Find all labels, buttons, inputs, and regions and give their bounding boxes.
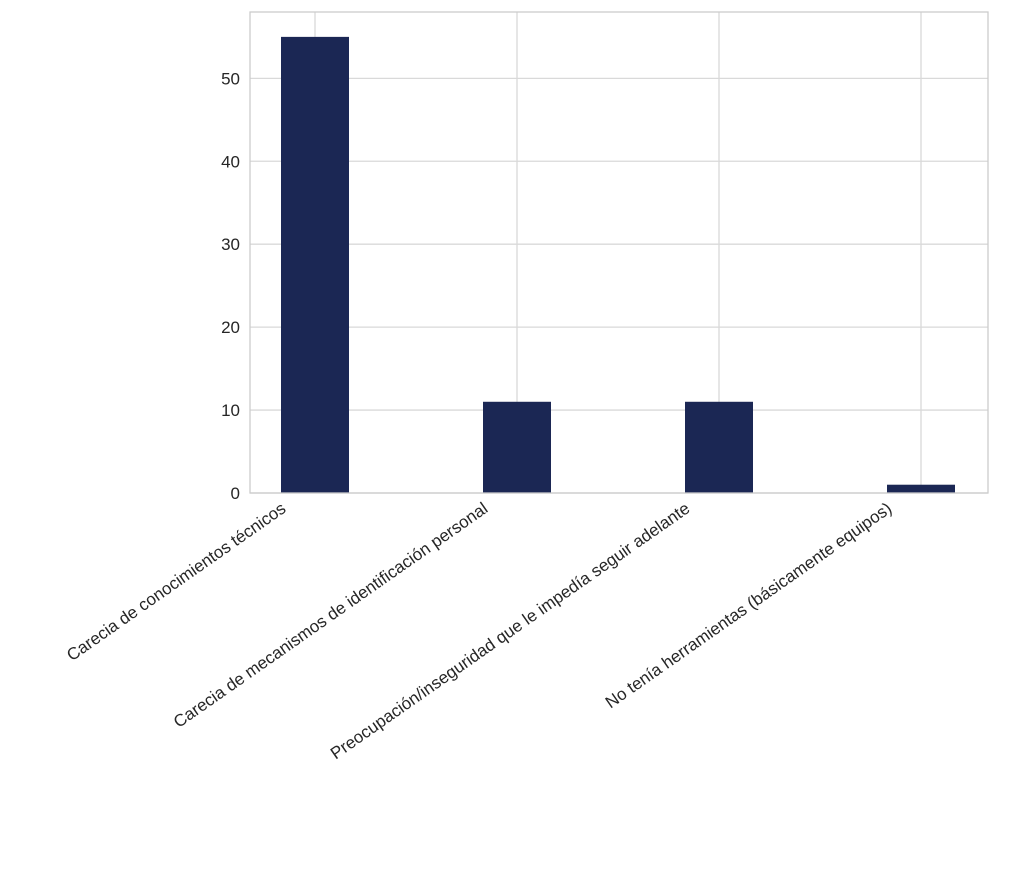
x-tick-label: Carecia de mecanismos de identificación … bbox=[170, 499, 491, 732]
grid-lines bbox=[250, 12, 988, 494]
bar bbox=[483, 401, 551, 493]
y-tick-label: 50 bbox=[221, 69, 240, 88]
y-axis-tick-labels: 0 10 20 30 40 50 bbox=[221, 69, 240, 503]
y-tick-label: 30 bbox=[221, 235, 240, 254]
x-axis-tick-labels: Carecia de conocimientos técnicosCarecia… bbox=[63, 499, 895, 763]
x-tick-label: Preocupación/inseguridad que le impedía … bbox=[327, 499, 693, 763]
bar bbox=[887, 484, 955, 493]
plot-frame bbox=[249, 11, 989, 494]
y-tick-label: 20 bbox=[221, 318, 240, 337]
y-tick-label: 40 bbox=[221, 152, 240, 171]
bars bbox=[281, 36, 955, 494]
bar bbox=[685, 401, 753, 493]
bar bbox=[281, 36, 349, 494]
y-tick-label: 0 bbox=[231, 484, 240, 503]
y-tick-label: 10 bbox=[221, 401, 240, 420]
x-tick-label: Carecia de conocimientos técnicos bbox=[63, 499, 289, 665]
